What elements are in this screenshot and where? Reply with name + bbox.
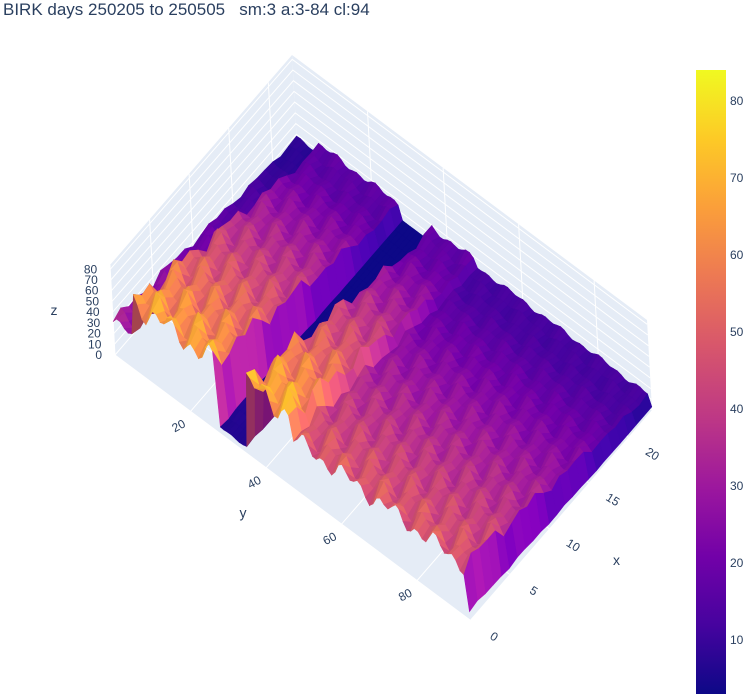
x-gridline [109,264,471,621]
colorbar-gradient [696,70,726,694]
y-axis-title: y [240,505,247,521]
y-tick-label: 40 [245,473,264,492]
colorbar-tick-label: 40 [730,402,744,416]
colorbar-tick-label: 10 [730,633,744,647]
surface-mesh [112,135,653,613]
chart-title: BIRK days 250205 to 250505 sm:3 a:3-84 c… [3,0,370,19]
z-gridline [110,69,649,336]
x-tick-label: 10 [564,536,583,555]
z-tick-label: 20 [87,327,101,341]
y-tick-label: 20 [169,416,188,435]
z-gridline [112,112,651,379]
colorbar-tick-label: 50 [730,325,744,339]
colorbar-tick-label: 60 [730,248,744,262]
y-tick-label: 60 [321,529,340,548]
z-tick-label: 70 [84,273,98,287]
colorbar-tick-label: 30 [730,479,744,493]
y-tick-label: 80 [396,586,415,605]
x-tick-label: 15 [603,490,622,509]
x-axis-title: x [613,552,620,568]
x-tick-label: 0 [488,629,501,645]
z-tick-label: 50 [86,294,100,308]
z-tick-label: 80 [84,262,98,276]
x-tick-label: 5 [527,583,540,599]
colorbar-tick-label: 20 [730,556,744,570]
z-tick-label: 40 [86,305,100,319]
z-tick-label: 30 [87,316,101,330]
z-axis-title: z [51,302,58,318]
y-axis-ticks: 20 40 60 80 [169,416,414,604]
colorbar-ticks: 10 20 30 40 50 60 70 80 [730,94,744,647]
z-gridline [112,101,650,368]
surface-cell [463,552,478,613]
z-tick-label: 0 [95,348,102,362]
back-wall-x1 [292,55,652,410]
z-tick-label: 60 [85,284,99,298]
colorbar-tick-label: 80 [730,94,744,108]
x-tick-label: 20 [643,445,662,464]
z-gridline [111,80,649,347]
colorbar-tick-label: 70 [730,171,744,185]
z-gridline [109,58,648,325]
colorbar: 10 20 30 40 50 60 70 80 [696,70,744,694]
z-gridline [111,90,650,357]
z-tick-label: 10 [88,337,102,351]
